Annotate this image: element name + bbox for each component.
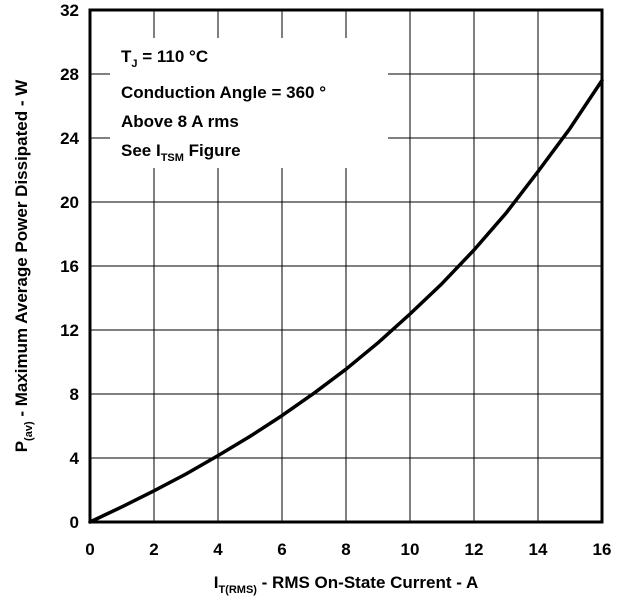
- annotation-above-rms: Above 8 A rms: [121, 112, 239, 131]
- y-tick-labels: 0 4 8 12 16 20 24 28 32: [60, 1, 79, 532]
- x-tick-label: 10: [401, 540, 420, 559]
- annotation-see-figure: See ITSM Figure: [121, 141, 241, 164]
- x-tick-label: 14: [529, 540, 548, 559]
- y-tick-label: 16: [60, 257, 79, 276]
- y-tick-label: 0: [70, 513, 79, 532]
- x-tick-labels: 0 2 4 6 8 10 12 14 16: [85, 540, 611, 559]
- y-axis-label: P(av) - Maximum Average Power Dissipated…: [12, 79, 35, 453]
- y-tick-label: 4: [70, 449, 80, 468]
- x-tick-label: 12: [465, 540, 484, 559]
- y-tick-label: 28: [60, 65, 79, 84]
- y-tick-label: 20: [60, 193, 79, 212]
- y-tick-label: 32: [60, 1, 79, 20]
- annotation-junction-temp: TJ = 110 °C: [121, 47, 208, 70]
- y-tick-label: 12: [60, 321, 79, 340]
- power-curve-line: [88, 78, 604, 524]
- y-tick-label: 24: [60, 129, 79, 148]
- y-tick-label: 8: [70, 385, 79, 404]
- x-tick-label: 6: [277, 540, 286, 559]
- series-layer: [88, 78, 604, 524]
- x-tick-label: 0: [85, 540, 94, 559]
- x-tick-label: 8: [341, 540, 350, 559]
- x-tick-label: 2: [149, 540, 158, 559]
- x-tick-label: 4: [213, 540, 223, 559]
- x-tick-label: 16: [593, 540, 612, 559]
- x-axis-label: IT(RMS) - RMS On-State Current - A: [214, 573, 479, 596]
- annotation-box: [110, 38, 388, 168]
- annotation-conduction-angle: Conduction Angle = 360 °: [121, 83, 326, 102]
- plot-frame: [88, 8, 604, 524]
